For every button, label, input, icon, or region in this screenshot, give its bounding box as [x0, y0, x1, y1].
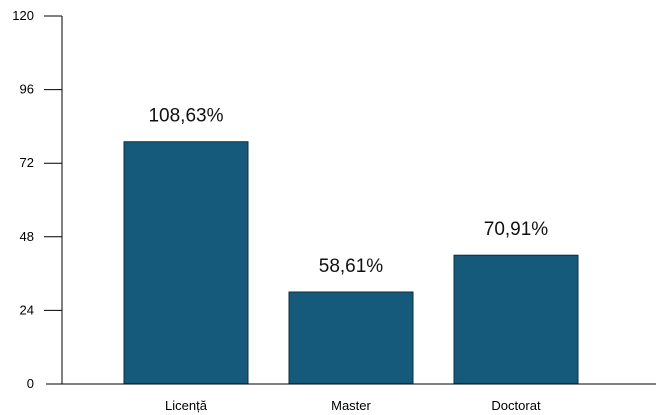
- y-tick-label: 24: [20, 302, 34, 317]
- data-label: 108,63%: [148, 106, 223, 127]
- y-tick-label: 0: [27, 376, 34, 391]
- y-tick-label: 120: [12, 8, 34, 23]
- x-tick-label: Doctorat: [491, 398, 541, 413]
- data-label: 70,91%: [484, 219, 549, 240]
- y-tick-label: 96: [20, 82, 34, 97]
- bar-doctorat: [453, 254, 579, 385]
- data-label: 58,61%: [319, 256, 384, 277]
- y-axis: 0 24 48 72 96 120: [12, 8, 63, 391]
- x-tick-label: Master: [331, 398, 371, 413]
- y-tick-label: 72: [20, 155, 34, 170]
- bar-licen-: [123, 141, 249, 385]
- bar-master: [288, 291, 414, 385]
- x-tick-label: Licență: [165, 398, 208, 413]
- bars: 108,63% 58,61% 70,91%: [123, 106, 579, 385]
- y-tick-label: 48: [20, 229, 34, 244]
- x-axis: Licență Master Doctorat: [46, 383, 656, 413]
